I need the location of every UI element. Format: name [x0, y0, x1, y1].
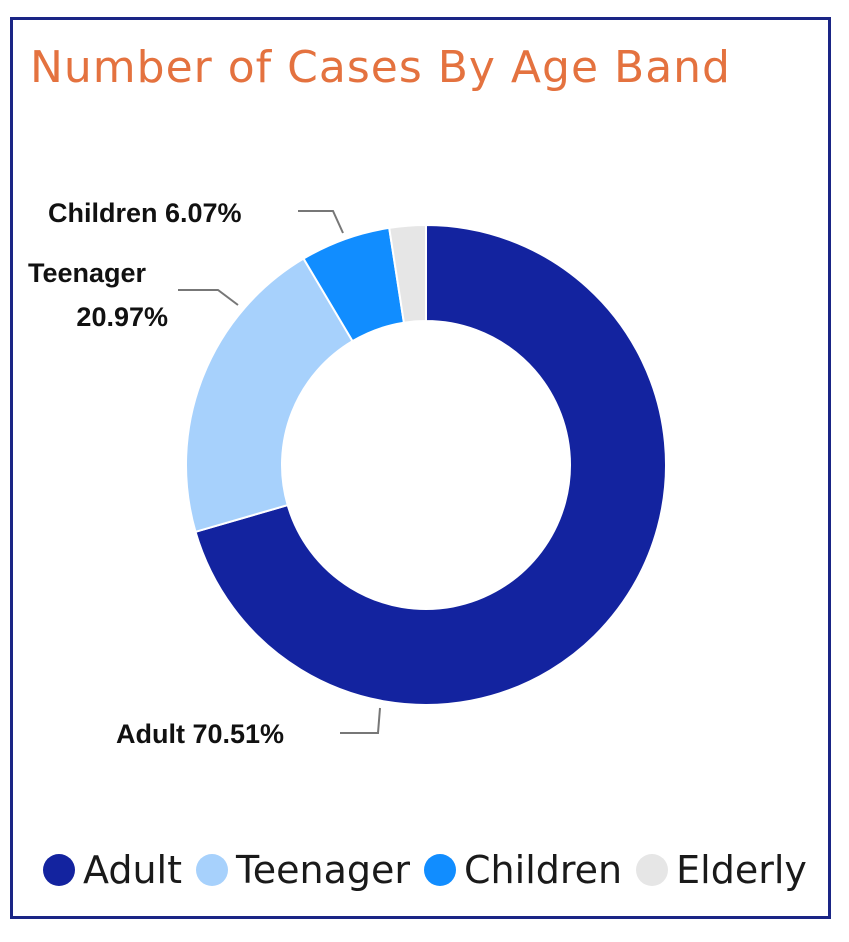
leader-lines [178, 210, 381, 734]
legend-item-teenager[interactable]: Teenager [196, 848, 410, 892]
legend: Adult Teenager Children Elderly [43, 848, 807, 892]
donut-slices [185, 223, 667, 706]
slice-elderly[interactable] [388, 223, 427, 324]
data-label-children: Children 6.07% [48, 198, 242, 228]
legend-swatch-adult [43, 854, 75, 886]
legend-swatch-teenager [196, 854, 228, 886]
slice-adult[interactable] [194, 223, 667, 706]
chart-title: Number of Cases By Age Band [30, 42, 731, 93]
legend-swatch-elderly [636, 854, 669, 886]
slice-teenager[interactable] [185, 257, 354, 534]
legend-label-elderly: Elderly [676, 848, 807, 892]
legend-label-adult: Adult [83, 848, 182, 892]
legend-item-children[interactable]: Children [424, 848, 622, 892]
leader-line-teenager [178, 289, 239, 306]
data-label-teenager-name: Teenager [28, 258, 147, 288]
legend-item-adult[interactable]: Adult [43, 848, 182, 892]
legend-label-teenager: Teenager [236, 848, 411, 892]
leader-line-children [298, 210, 344, 234]
leader-line-adult [340, 707, 381, 734]
legend-item-elderly[interactable]: Elderly [636, 848, 807, 892]
legend-label-children: Children [464, 848, 623, 892]
legend-swatch-children [424, 854, 457, 886]
chart-card: Number of Cases By Age Band Adult Teenag… [10, 17, 831, 919]
data-label-teenager-value: 20.97% [76, 302, 168, 332]
data-label-adult: Adult 70.51% [116, 719, 284, 749]
